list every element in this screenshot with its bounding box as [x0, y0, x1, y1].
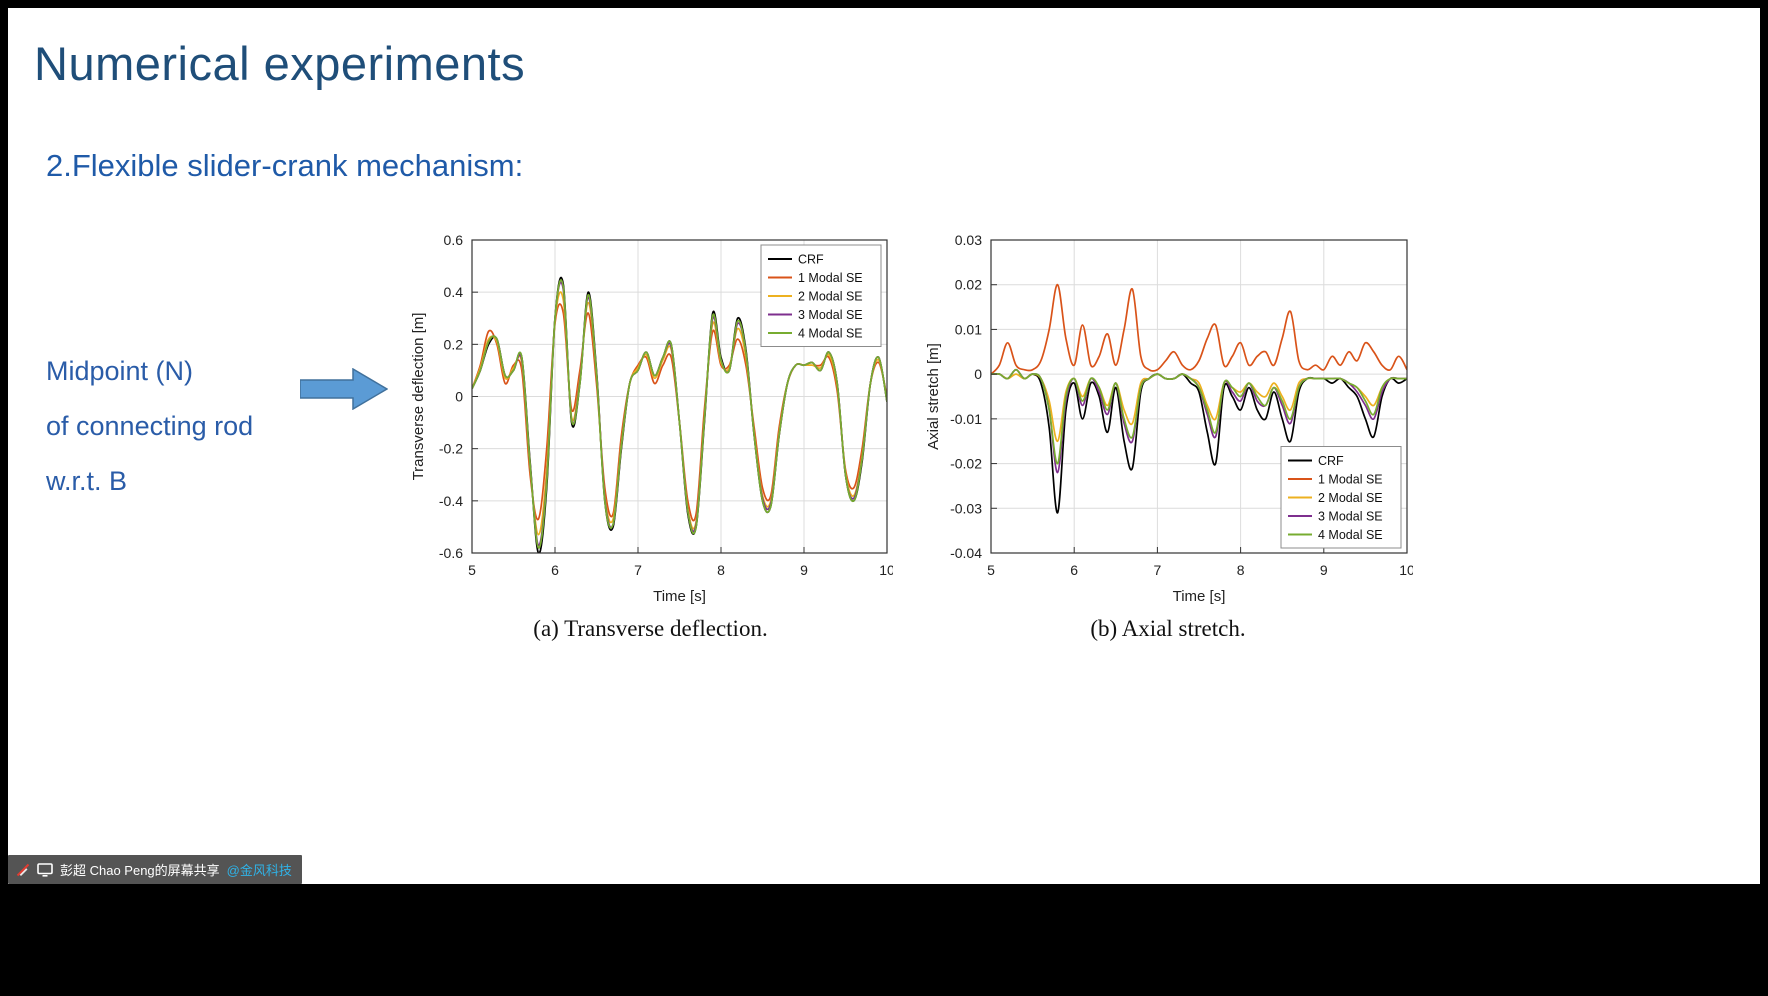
caption-b: (b) Axial stretch. [1090, 616, 1246, 641]
svg-text:CRF: CRF [798, 253, 824, 267]
svg-text:CRF: CRF [1318, 454, 1344, 468]
svg-text:0: 0 [974, 366, 982, 382]
caption-a: (a) Transverse deflection. [533, 616, 768, 641]
svg-text:-0.4: -0.4 [439, 493, 463, 509]
svg-text:10: 10 [879, 562, 893, 578]
svg-text:5: 5 [468, 562, 476, 578]
svg-text:2 Modal SE: 2 Modal SE [798, 290, 863, 304]
svg-text:Time [s]: Time [s] [653, 588, 706, 605]
right-arrow-icon [299, 367, 389, 411]
svg-text:6: 6 [1070, 562, 1078, 578]
slide-subtitle: 2.Flexible slider-crank mechanism: [46, 148, 524, 183]
annotation-line-3: w.r.t. B [46, 466, 128, 496]
screen-share-icon [37, 862, 53, 877]
svg-text:Transverse deflection [m]: Transverse deflection [m] [410, 313, 427, 481]
letterbox-bottom [0, 884, 1768, 996]
letterbox-top [0, 0, 1768, 8]
svg-text:0.4: 0.4 [444, 284, 464, 300]
svg-text:3 Modal SE: 3 Modal SE [1318, 510, 1383, 524]
svg-text:0.6: 0.6 [444, 232, 464, 248]
svg-text:10: 10 [1399, 562, 1413, 578]
svg-text:Axial stretch [m]: Axial stretch [m] [925, 343, 942, 450]
slide-title: Numerical experiments [34, 37, 526, 90]
annotation-line-1: Midpoint (N) [46, 356, 194, 386]
svg-text:8: 8 [717, 562, 725, 578]
svg-text:-0.04: -0.04 [950, 545, 982, 561]
letterbox-left [0, 0, 8, 996]
svg-text:4 Modal SE: 4 Modal SE [1318, 528, 1383, 542]
annotation-block: Midpoint (N) of connecting rod w.r.t. B [46, 344, 253, 509]
svg-text:4 Modal SE: 4 Modal SE [798, 327, 863, 341]
svg-text:1 Modal SE: 1 Modal SE [1318, 473, 1383, 487]
svg-text:-0.2: -0.2 [439, 441, 463, 457]
svg-text:-0.6: -0.6 [439, 545, 463, 561]
svg-text:7: 7 [1154, 562, 1162, 578]
slide-canvas: Numerical experiments 2.Flexible slider-… [8, 8, 1760, 884]
svg-text:1 Modal SE: 1 Modal SE [798, 271, 863, 285]
svg-text:0: 0 [455, 389, 463, 405]
svg-text:0.03: 0.03 [955, 232, 982, 248]
annotation-line-2: of connecting rod [46, 411, 254, 441]
svg-text:9: 9 [800, 562, 808, 578]
svg-text:7: 7 [634, 562, 642, 578]
svg-text:-0.01: -0.01 [950, 411, 982, 427]
chart-transverse-deflection: 5 6 7 8 9 10 -0.6 -0.4 -0.2 0 0.2 0.4 0.6 Time [s] Tra… [408, 230, 895, 615]
svg-text:9: 9 [1320, 562, 1328, 578]
svg-text:0.01: 0.01 [955, 321, 982, 337]
svg-text:0.2: 0.2 [444, 336, 464, 352]
svg-text:Time [s]: Time [s] [1173, 588, 1226, 605]
annotation-pencil-icon [16, 863, 30, 877]
chart-axial-stretch: 5 6 7 8 9 10 -0.04 -0.03 -0.02 -0.01 0 0.01 0.02 0.03… [923, 230, 1415, 615]
letterbox-right [1760, 0, 1768, 996]
svg-text:0.02: 0.02 [955, 277, 982, 293]
presenter-label: 彭超 Chao Peng的屏幕共享 [60, 863, 220, 878]
screen-share-badge: 彭超 Chao Peng的屏幕共享 @金风科技 [8, 855, 302, 884]
svg-text:-0.03: -0.03 [950, 500, 982, 516]
svg-text:2 Modal SE: 2 Modal SE [1318, 491, 1383, 505]
svg-text:6: 6 [551, 562, 559, 578]
svg-text:8: 8 [1237, 562, 1245, 578]
mention-link[interactable]: @金风科技 [226, 863, 292, 878]
svg-text:5: 5 [987, 562, 995, 578]
svg-text:3 Modal SE: 3 Modal SE [798, 308, 863, 322]
svg-text:-0.02: -0.02 [950, 456, 982, 472]
